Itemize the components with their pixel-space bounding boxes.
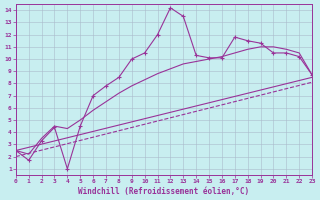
X-axis label: Windchill (Refroidissement éolien,°C): Windchill (Refroidissement éolien,°C): [78, 187, 250, 196]
